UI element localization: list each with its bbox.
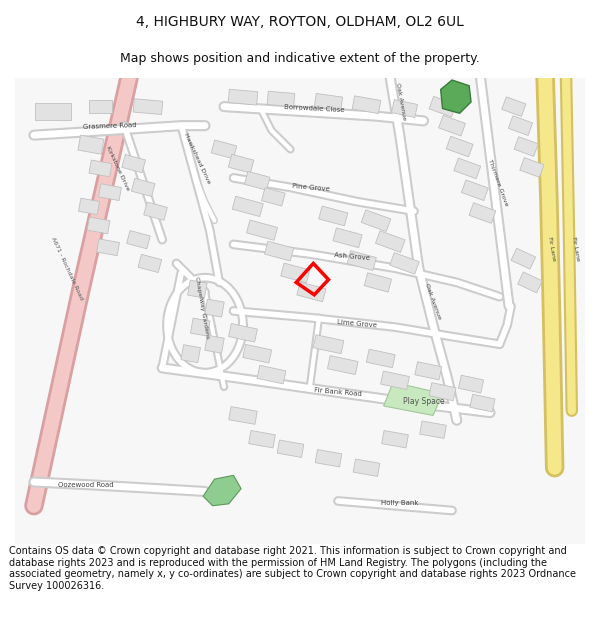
Bar — [353, 459, 380, 476]
Bar — [229, 154, 254, 173]
Bar — [380, 371, 409, 389]
Bar — [333, 228, 362, 248]
Bar — [87, 217, 110, 234]
Bar — [229, 407, 257, 424]
Text: Oak Avenue: Oak Avenue — [424, 282, 442, 320]
Bar — [319, 206, 348, 226]
Bar — [314, 94, 343, 111]
Bar — [508, 116, 533, 136]
Text: Contains OS data © Crown copyright and database right 2021. This information is : Contains OS data © Crown copyright and d… — [9, 546, 576, 591]
Bar — [89, 100, 112, 113]
Bar — [420, 421, 446, 438]
Bar — [247, 220, 277, 240]
Bar — [429, 382, 456, 401]
Bar — [367, 349, 395, 368]
Bar — [518, 272, 542, 293]
Text: Thirmere Grove: Thirmere Grove — [487, 159, 508, 207]
Bar — [122, 154, 146, 173]
Bar — [439, 116, 466, 136]
Bar — [277, 440, 304, 458]
Bar — [262, 188, 285, 206]
Bar — [228, 89, 258, 105]
Bar — [205, 335, 224, 353]
Bar — [281, 263, 310, 282]
Bar — [390, 253, 419, 274]
Bar — [245, 171, 270, 190]
Text: Lime Grove: Lime Grove — [337, 319, 377, 328]
Bar — [248, 431, 275, 448]
Bar — [265, 241, 293, 261]
Bar — [446, 136, 473, 157]
Bar — [361, 210, 391, 231]
Bar — [89, 160, 112, 177]
Bar — [461, 180, 488, 201]
Bar — [97, 239, 119, 256]
Polygon shape — [440, 80, 471, 113]
Bar — [415, 362, 442, 380]
Bar — [232, 196, 263, 216]
Bar — [514, 137, 538, 156]
Bar — [144, 202, 167, 220]
Text: Holly Bank: Holly Bank — [381, 500, 419, 506]
Bar — [520, 158, 544, 177]
Bar — [511, 248, 536, 269]
Text: Kirkstone Drive: Kirkstone Drive — [105, 145, 130, 191]
Bar — [297, 282, 326, 302]
Bar — [347, 251, 376, 271]
Text: Borrowdale Close: Borrowdale Close — [284, 104, 344, 113]
Bar — [181, 345, 200, 362]
Bar — [78, 135, 104, 154]
Bar — [469, 202, 496, 223]
Bar — [352, 96, 381, 114]
Polygon shape — [383, 382, 443, 416]
Bar — [315, 449, 342, 467]
Bar — [313, 335, 344, 354]
Text: Oak Avenue: Oak Avenue — [395, 82, 406, 121]
Bar — [229, 324, 257, 342]
Bar — [257, 366, 286, 384]
Polygon shape — [203, 476, 241, 506]
Text: Pine Grove: Pine Grove — [292, 182, 331, 192]
Text: Fir Lane: Fir Lane — [547, 236, 556, 262]
Bar — [131, 178, 155, 196]
Text: Oozewood Road: Oozewood Road — [58, 482, 114, 488]
Bar — [133, 99, 163, 114]
Text: Chapelway Gardens: Chapelway Gardens — [194, 277, 210, 339]
Text: Grasmere Road: Grasmere Road — [83, 122, 137, 129]
Text: Ash Grove: Ash Grove — [334, 253, 370, 261]
Bar — [138, 254, 161, 272]
Bar — [429, 96, 456, 117]
Text: A671 - Rochdale Road: A671 - Rochdale Road — [50, 236, 84, 301]
Bar — [243, 344, 272, 363]
Bar — [98, 184, 121, 201]
Bar — [205, 299, 224, 317]
Bar — [470, 394, 495, 412]
Bar — [458, 375, 484, 393]
Bar — [328, 356, 358, 374]
Bar — [502, 97, 526, 116]
Bar — [35, 103, 71, 120]
Bar — [190, 318, 210, 336]
Bar — [364, 272, 392, 292]
Bar — [211, 140, 237, 159]
Text: Map shows position and indicative extent of the property.: Map shows position and indicative extent… — [120, 52, 480, 65]
Bar — [392, 99, 418, 118]
Bar — [79, 198, 100, 214]
Text: Fir Bank Road: Fir Bank Road — [314, 387, 362, 397]
Bar — [454, 158, 481, 179]
Bar — [382, 431, 409, 448]
Bar — [188, 280, 207, 298]
Bar — [127, 231, 150, 249]
Text: Play Space: Play Space — [403, 397, 445, 406]
Text: Fir Lane: Fir Lane — [571, 236, 580, 262]
Bar — [267, 91, 295, 107]
Text: 4, HIGHBURY WAY, ROYTON, OLDHAM, OL2 6UL: 4, HIGHBURY WAY, ROYTON, OLDHAM, OL2 6UL — [136, 15, 464, 29]
Bar — [376, 231, 405, 253]
Text: Hawkshead Drive: Hawkshead Drive — [184, 132, 211, 185]
